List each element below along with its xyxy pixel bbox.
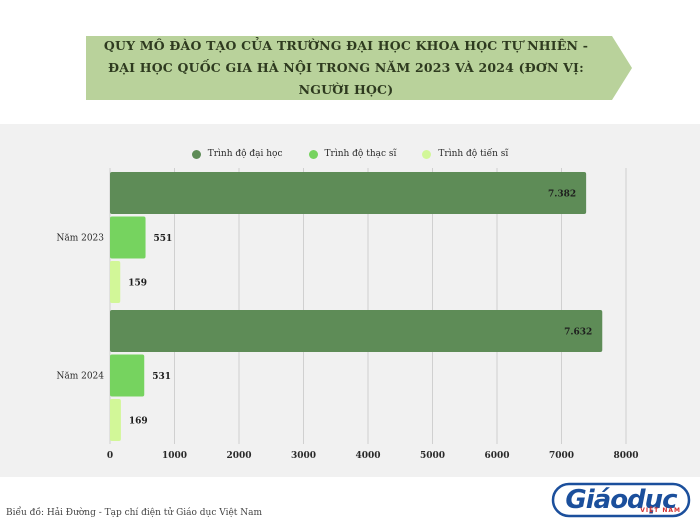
bar [110, 354, 145, 397]
legend-label-thac-si: Trình độ thạc sĩ [324, 149, 397, 159]
legend-item-thac-si: Trình độ thạc sĩ [308, 149, 397, 159]
bar-data-label: 7.632 [564, 328, 592, 338]
chart-title: QUY MÔ ĐÀO TẠO CỦA TRƯỜNG ĐẠI HỌC KHOA H… [86, 36, 606, 100]
x-tick-label: 2000 [226, 451, 251, 461]
x-tick-label: 1000 [162, 451, 187, 461]
x-tick-label: 8000 [613, 451, 638, 461]
logo: Giáodục VIỆT NAM [551, 481, 691, 519]
bar [110, 399, 121, 441]
x-tick-label: 5000 [420, 451, 445, 461]
title-banner: QUY MÔ ĐÀO TẠO CỦA TRƯỜNG ĐẠI HỌC KHOA H… [86, 36, 632, 100]
x-tick-label: 0 [107, 451, 113, 461]
legend-item-tien-si: Trình độ tiến sĩ [422, 149, 508, 159]
bar-data-label: 531 [152, 372, 171, 382]
x-tick-label: 7000 [549, 451, 574, 461]
bar [110, 261, 121, 303]
bar [110, 172, 587, 214]
legend-item-dai-hoc: Trình độ đại học [191, 149, 283, 159]
chart-title-line-2: ĐẠI HỌC QUỐC GIA HÀ NỘI TRONG NĂM 2023 V… [108, 60, 584, 97]
legend-swatch-dai-hoc [191, 149, 201, 159]
bar-data-label: 169 [129, 417, 148, 427]
logo-text: Giáodục [565, 485, 677, 515]
bar [110, 310, 603, 352]
legend-swatch-thac-si [308, 149, 318, 159]
bar [110, 216, 146, 259]
category-label: Năm 2023 [56, 233, 104, 244]
x-tick-label: 4000 [355, 451, 380, 461]
category-label: Năm 2024 [56, 371, 104, 382]
legend-swatch-tien-si [422, 149, 432, 159]
logo-shape [551, 482, 691, 518]
bar-data-label: 551 [154, 234, 173, 244]
legend-label-tien-si: Trình độ tiến sĩ [438, 149, 509, 159]
bar-data-label: 7.382 [548, 190, 576, 200]
legend-label-dai-hoc: Trình độ đại học [207, 149, 283, 159]
bar-chart: 0 1000 2000 3000 4000 5000 6000 7000 8000 7.382 55… [56, 168, 639, 461]
logo-subtext: VIỆT NAM [640, 507, 681, 514]
x-tick-label: 3000 [291, 451, 316, 461]
x-tick-label: 6000 [484, 451, 509, 461]
legend: Trình độ đại học Trình độ thạc sĩ Trình … [0, 146, 700, 162]
footer-credit: Biểu đồ: Hải Đường - Tạp chí điện tử Giá… [6, 508, 263, 518]
chart-title-line-1: QUY MÔ ĐÀO TẠO CỦA TRƯỜNG ĐẠI HỌC KHOA H… [103, 38, 589, 53]
banner-shape [86, 36, 632, 100]
bar-data-label: 159 [128, 279, 147, 289]
